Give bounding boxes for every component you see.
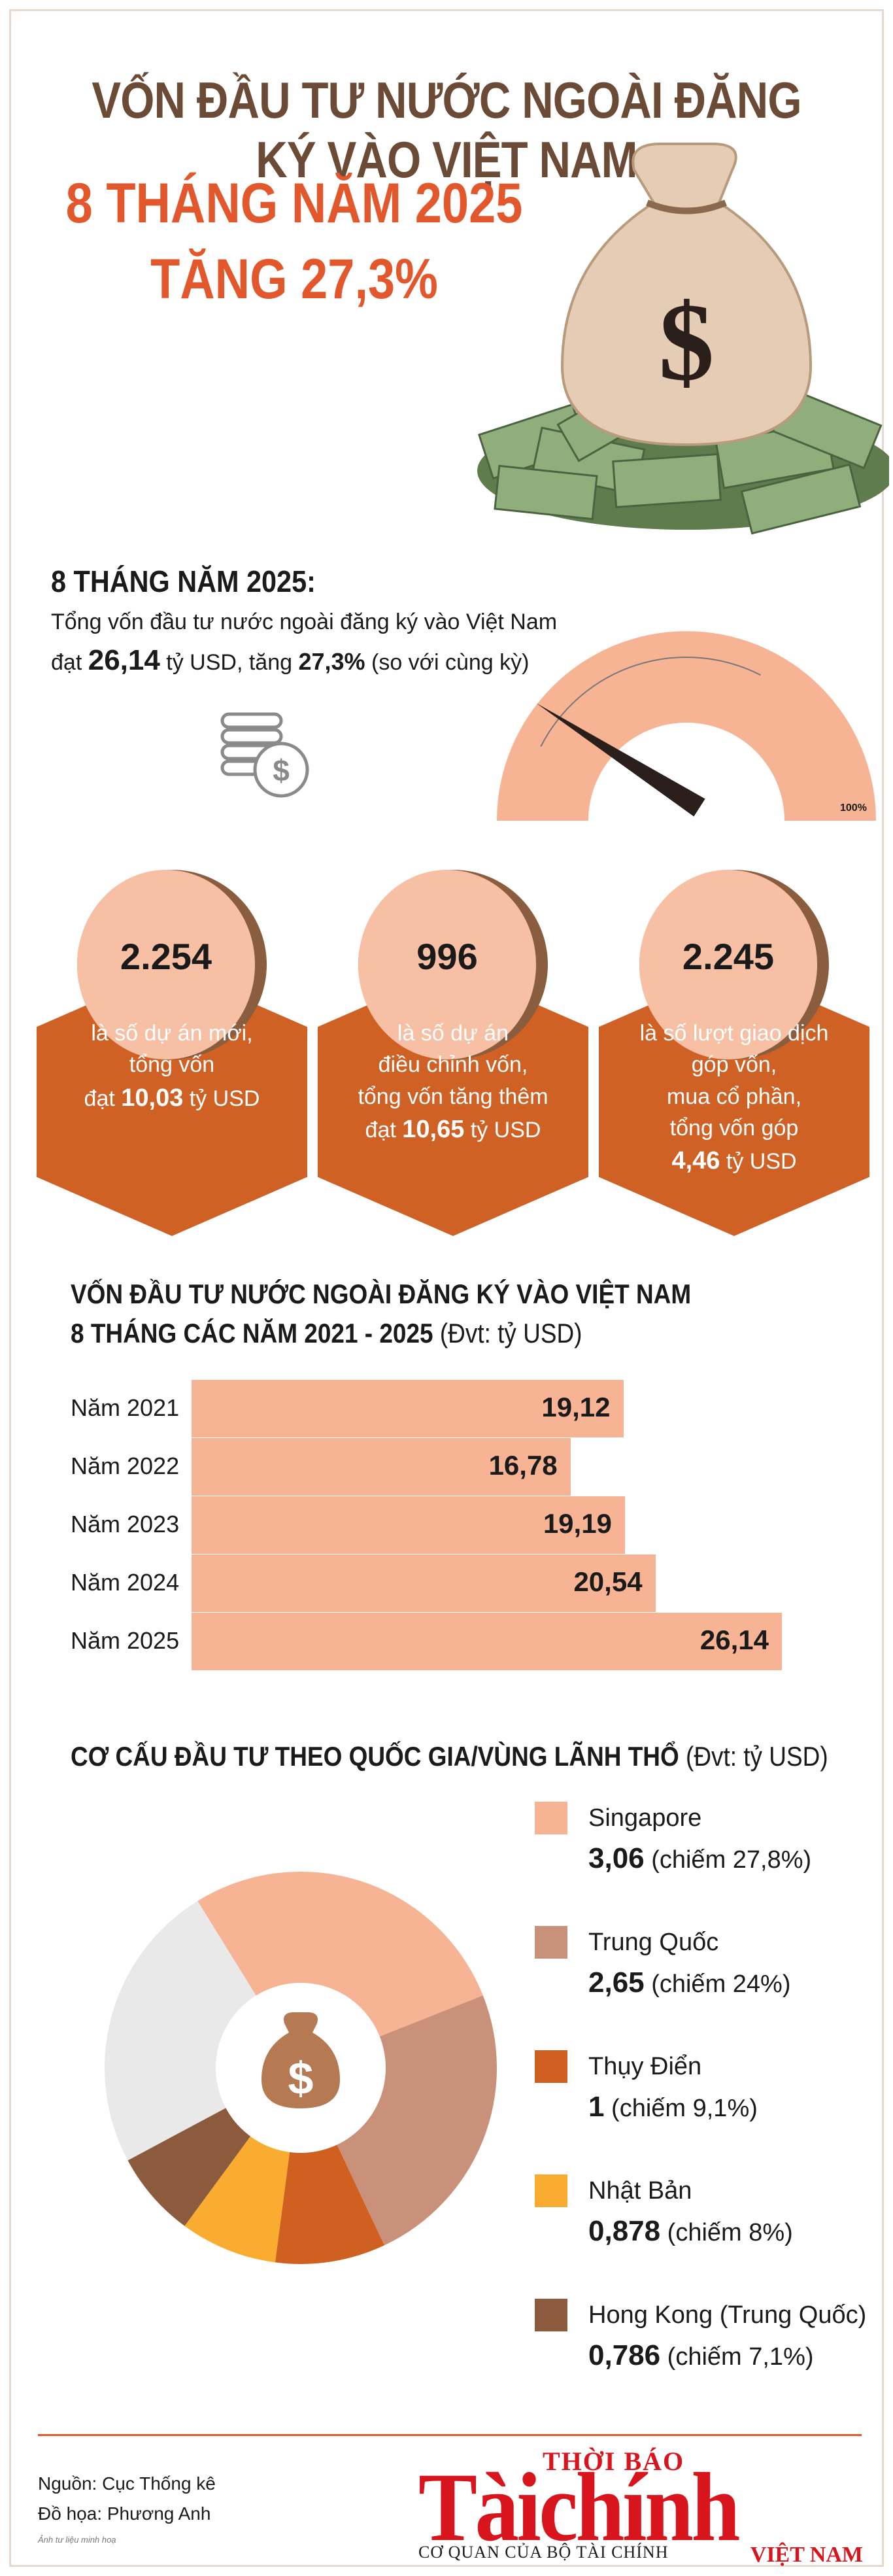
legend-share: (chiếm 8%) <box>660 2219 793 2246</box>
svg-text:$: $ <box>659 281 715 404</box>
bar-category-label: Năm 2023 <box>71 1511 180 1537</box>
legend-share: (chiếm 27,8%) <box>644 1846 812 1874</box>
bar-value-label: 19,12 <box>541 1392 611 1422</box>
legend-value-row: 3,06 (chiếm 27,8%) <box>588 1842 811 1875</box>
bar-category-label: Năm 2021 <box>71 1394 180 1421</box>
bar-category-label: Năm 2022 <box>71 1452 180 1479</box>
bar-category-label: Năm 2025 <box>71 1627 180 1654</box>
footer-design: Đồ họa: Phương Anh <box>38 2503 211 2524</box>
legend-swatch <box>535 1926 567 1959</box>
bar <box>192 1496 625 1554</box>
card-desc: là số lượt giao dịch góp vốn, mua cổ phầ… <box>639 1021 829 1175</box>
gauge-max-label: 100% <box>840 802 867 814</box>
structure-title: CƠ CẤU ĐẦU TƯ THEO QUỐC GIA/VÙNG LÃNH TH… <box>71 1741 828 1772</box>
svg-text:$: $ <box>288 2053 314 2104</box>
bar-value-label: 26,14 <box>699 1624 769 1655</box>
coin-stack-icon: $ <box>220 712 309 798</box>
legend-value: 3,06 <box>588 1842 645 1874</box>
bar <box>192 1613 783 1670</box>
bar-value-label: 20,54 <box>573 1566 643 1597</box>
card-capital-contributions: 2.245 là số lượt giao dịch góp vốn, mua … <box>594 870 875 1236</box>
legend-value-row: 0,878 (chiếm 8%) <box>588 2215 793 2248</box>
bar-category-label: Năm 2024 <box>71 1569 180 1596</box>
legend-name: Thụy Điển <box>588 2053 702 2080</box>
legend-name: Hong Kong (Trung Quốc) <box>588 2301 867 2329</box>
legend-name: Trung Quốc <box>588 1929 719 1956</box>
legend-value: 0,786 <box>588 2339 661 2371</box>
bar <box>192 1380 624 1437</box>
legend-value-row: 2,65 (chiếm 24%) <box>588 1966 790 1999</box>
card-number: 2.254 <box>120 936 212 977</box>
donut-slice-other <box>105 1900 301 2161</box>
legend-swatch <box>535 2174 567 2207</box>
card-new-projects: 2.254 là số dự án mới, tổng vốn đạt 10,0… <box>31 870 312 1236</box>
legend-name: Nhật Bản <box>588 2177 692 2205</box>
legend-value: 1 <box>588 2091 605 2123</box>
dollar-bag-icon: $ <box>261 2012 340 2108</box>
legend-value: 0,878 <box>588 2215 661 2247</box>
footer-source: Nguồn: Cục Thống kê <box>38 2473 216 2494</box>
footer-note: Ảnh tư liệu minh hoạ <box>38 2535 116 2545</box>
main-title: VỐN ĐẦU TƯ NƯỚC NGOÀI ĐĂNG KÝ VÀO VIỆT N… <box>92 71 801 188</box>
legend-share: (chiếm 24%) <box>644 1970 791 1998</box>
gauge-icon: 100% <box>497 631 876 821</box>
legend-swatch <box>535 1802 567 1834</box>
donut-slice <box>197 1872 483 2068</box>
legend-name: Singapore <box>588 1804 702 1832</box>
legend-value: 2,65 <box>588 1966 645 1999</box>
card-desc: là số dự án điều chỉnh vốn, tổng vốn tăn… <box>358 1021 548 1143</box>
subtitle-line1: 8 THÁNG NĂM 2025 <box>65 172 523 235</box>
summary-value: 26,14 <box>88 644 160 676</box>
subtitle-line2: TĂNG 27,3% <box>150 248 438 311</box>
legend-swatch <box>535 2050 567 2083</box>
svg-text:$: $ <box>273 753 290 787</box>
bar-value-label: 19,19 <box>543 1508 612 1539</box>
card-number: 2.245 <box>682 936 775 977</box>
legend-value-row: 0,786 (chiếm 7,1%) <box>588 2339 814 2372</box>
legend-share: (chiếm 7,1%) <box>660 2343 814 2371</box>
summary-line2: đạt 26,14 tỷ USD, tăng 27,3% (so với cùn… <box>51 644 530 676</box>
money-bag-icon: $ <box>477 143 889 535</box>
summary-heading: 8 THÁNG NĂM 2025: <box>51 564 316 598</box>
bar <box>192 1554 656 1612</box>
legend-share: (chiếm 9,1%) <box>604 2095 758 2122</box>
card-number: 996 <box>416 936 478 977</box>
legend-swatch <box>535 2299 567 2331</box>
yearly-title-line1: VỐN ĐẦU TƯ NƯỚC NGOÀI ĐĂNG KÝ VÀO VIỆT N… <box>71 1279 692 1309</box>
summary-line1: Tổng vốn đầu tư nước ngoài đăng ký vào V… <box>51 610 558 634</box>
card-adjusted-projects: 996 là số dự án điều chỉnh vốn, tổng vốn… <box>312 870 594 1236</box>
publisher-logo: THỜI BÁO Tàichính CƠ QUAN CỦA BỘ TÀI CHÍ… <box>418 2447 863 2567</box>
structure-donut-chart: $ <box>105 1872 497 2264</box>
footer-divider <box>38 2434 862 2436</box>
card-desc: là số dự án mới, tổng vốn đạt 10,03 tỷ U… <box>84 1021 260 1112</box>
legend-value-row: 1 (chiếm 9,1%) <box>588 2091 758 2123</box>
summary-pct: 27,3% <box>298 648 365 675</box>
bar <box>192 1438 571 1496</box>
yearly-title-line2: 8 THÁNG CÁC NĂM 2021 - 2025 (Đvt: tỷ USD… <box>71 1318 582 1348</box>
bar-value-label: 16,78 <box>488 1450 558 1481</box>
